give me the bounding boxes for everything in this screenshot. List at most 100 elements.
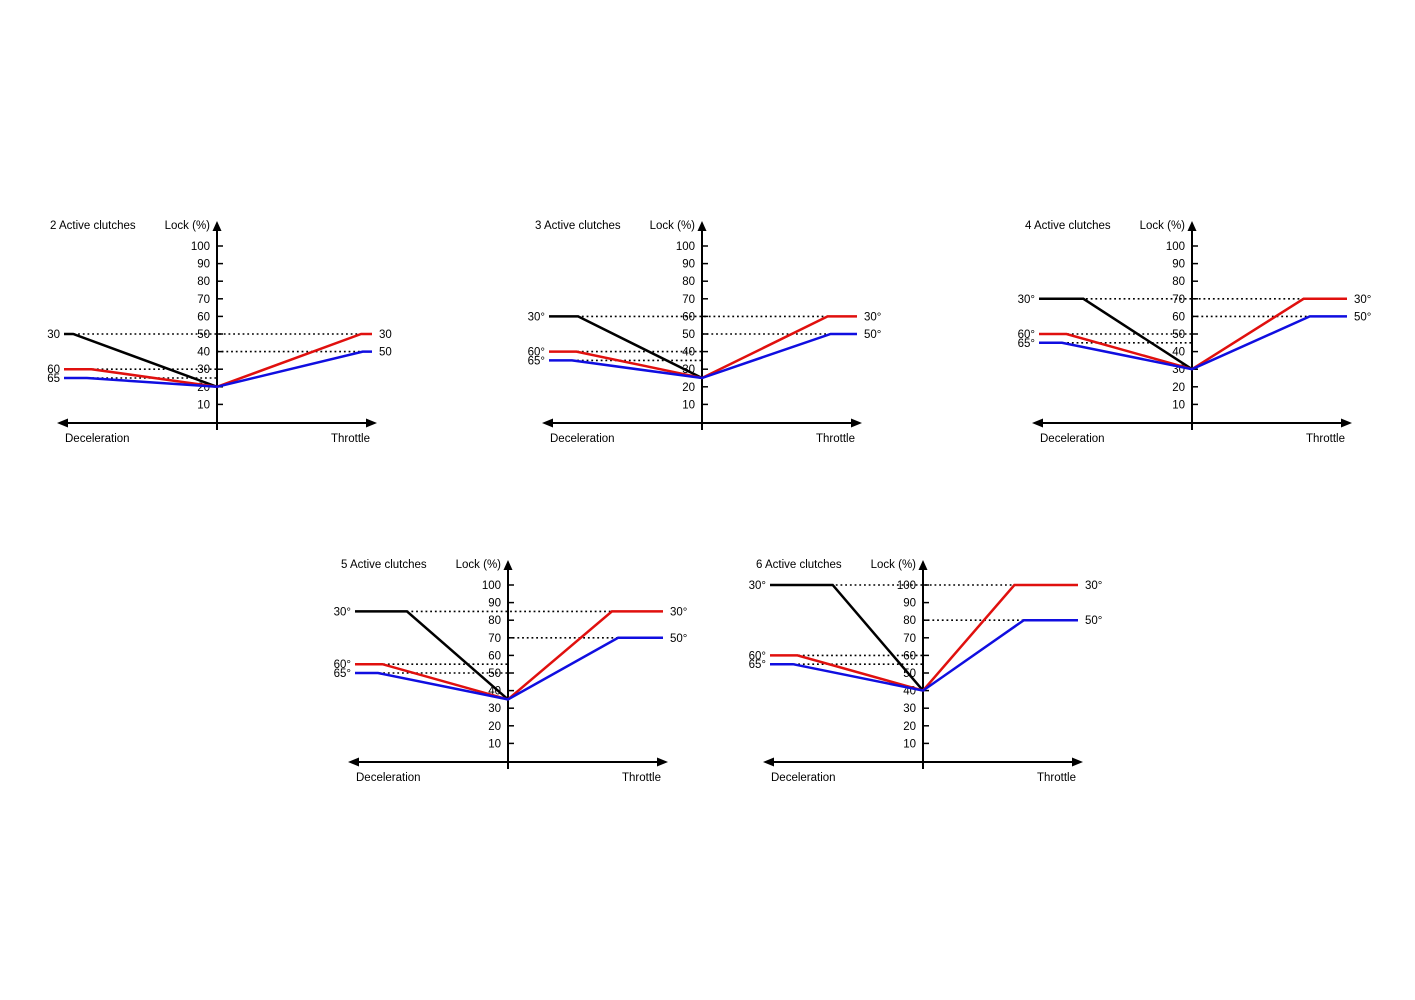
y-tick-label-90: 90 [1172,259,1185,271]
y-tick-label-30: 30 [488,703,501,715]
x-axis-left-arrow-icon [763,757,774,767]
y-tick-label-20: 20 [1172,382,1185,394]
y-tick-label-70: 70 [197,294,210,306]
series-left-label-blue: 65° [334,668,351,680]
series-right-label-red: 30 [379,329,392,341]
y-axis-title: Lock (%) [871,559,917,571]
series-line-blue [770,618,1078,692]
y-tick-label-100: 100 [897,580,916,592]
series-right-label-red: 30° [1354,294,1371,306]
y-axis-arrow-icon [212,221,222,231]
y-tick-label-50: 50 [488,668,501,680]
y-tick-label-10: 10 [682,399,695,411]
x-axis-label-throttle: Throttle [1306,433,1345,445]
chart-title: 3 Active clutches [535,220,621,232]
y-axis-arrow-icon [697,221,707,231]
y-tick-label-60: 60 [682,311,695,323]
series-left-label-black: 30° [528,311,545,323]
series-right-label-blue: 50° [670,633,687,645]
series-left-label-black: 30° [749,580,766,592]
x-axis-right-arrow-icon [657,757,668,767]
series-right-label-red: 30° [1085,580,1102,592]
y-tick-label-40: 40 [682,347,695,359]
x-axis-label-deceleration: Deceleration [550,433,615,445]
y-tick-label-20: 20 [488,721,501,733]
series-left-label-red: 60° [528,347,545,359]
y-tick-label-10: 10 [1172,399,1185,411]
series-line-black [770,583,924,692]
series-left-label-blue: 65° [528,355,545,367]
y-tick-label-100: 100 [191,241,210,253]
y-tick-label-70: 70 [903,633,916,645]
y-tick-label-90: 90 [197,259,210,271]
series-right-label-blue: 50° [1354,311,1371,323]
y-tick-label-50: 50 [682,329,695,341]
x-axis-right-arrow-icon [1072,757,1083,767]
y-tick-label-60: 60 [488,650,501,662]
x-axis-right-arrow-icon [1341,418,1352,428]
series-line-blue [549,332,857,380]
series-right-label-red: 30° [864,311,881,323]
series-line-black [549,315,703,380]
chart-title: 5 Active clutches [341,559,427,571]
x-axis-label-throttle: Throttle [816,433,855,445]
series-left-label-red: 60 [47,364,60,376]
series-right-label-blue: 50° [864,329,881,341]
series-left-label-red: 60° [1018,329,1035,341]
y-tick-label-70: 70 [488,633,501,645]
y-tick-label-30: 30 [903,703,916,715]
y-tick-label-80: 80 [488,615,501,627]
y-tick-label-70: 70 [1172,294,1185,306]
series-left-label-black: 30° [334,606,351,618]
x-axis-right-arrow-icon [366,418,377,428]
y-tick-label-90: 90 [488,598,501,610]
series-line-blue [64,350,372,389]
y-tick-label-80: 80 [1172,276,1185,288]
x-axis-label-throttle: Throttle [622,772,661,784]
y-tick-label-50: 50 [1172,329,1185,341]
y-tick-label-40: 40 [197,347,210,359]
y-tick-label-40: 40 [1172,347,1185,359]
series-line-black [64,332,218,388]
x-axis-left-arrow-icon [542,418,553,428]
series-left-label-red: 60° [334,659,351,671]
y-tick-label-90: 90 [903,598,916,610]
series-left-label-red: 60° [749,650,766,662]
chart-title: 6 Active clutches [756,559,842,571]
y-tick-label-60: 60 [197,311,210,323]
y-tick-label-100: 100 [482,580,501,592]
series-left-label-black: 30 [47,329,60,341]
series-line-blue [1039,315,1347,371]
y-tick-label-60: 60 [903,650,916,662]
chart-title: 2 Active clutches [50,220,136,232]
y-tick-label-90: 90 [682,259,695,271]
series-left-label-black: 30° [1018,294,1035,306]
y-tick-label-10: 10 [488,738,501,750]
y-tick-label-100: 100 [676,241,695,253]
y-axis-arrow-icon [918,560,928,570]
y-tick-label-80: 80 [903,615,916,627]
series-left-label-blue: 65° [749,659,766,671]
x-axis-label-deceleration: Deceleration [771,772,836,784]
y-tick-label-50: 50 [197,329,210,341]
chart-title: 4 Active clutches [1025,220,1111,232]
y-axis-title: Lock (%) [165,220,211,232]
y-tick-label-80: 80 [197,276,210,288]
x-axis-right-arrow-icon [851,418,862,428]
y-axis-title: Lock (%) [1140,220,1186,232]
y-tick-label-10: 10 [903,738,916,750]
series-left-label-blue: 65° [1018,338,1035,350]
x-axis-label-throttle: Throttle [1037,772,1076,784]
series-left-label-blue: 65 [47,373,60,385]
series-right-label-blue: 50 [379,347,392,359]
series-line-blue [355,636,663,701]
y-axis-arrow-icon [503,560,513,570]
y-axis-title: Lock (%) [650,220,696,232]
y-tick-label-70: 70 [682,294,695,306]
y-tick-label-60: 60 [1172,311,1185,323]
